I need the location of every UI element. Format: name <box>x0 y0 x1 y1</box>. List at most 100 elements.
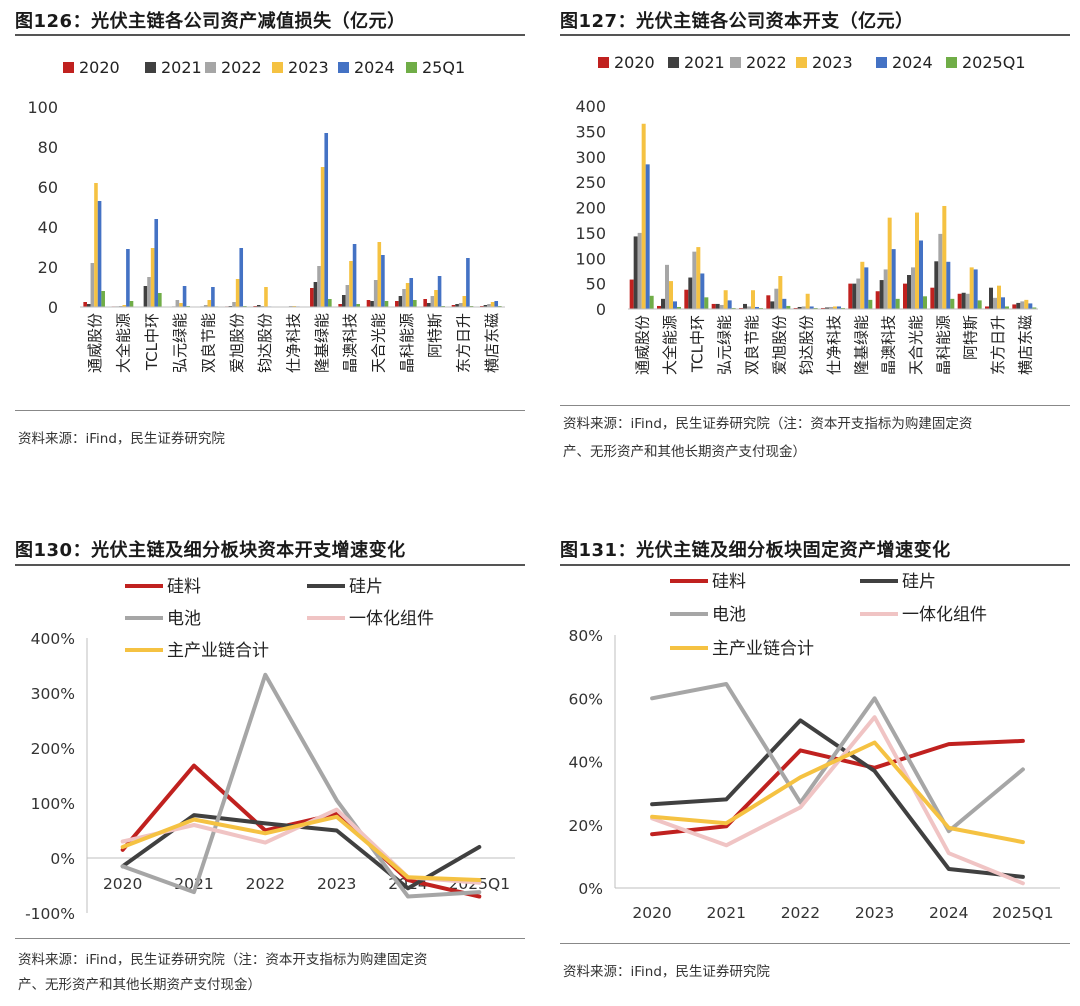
category-label: 爱旭股份 <box>228 313 246 373</box>
bar-2021 <box>341 295 346 307</box>
legend-swatch-2023 <box>796 57 807 68</box>
x-tick-label: 2025Q1 <box>992 904 1054 922</box>
source-note-line-2: 产、无形资产和其他长期资产支付现金） <box>18 977 261 993</box>
bar-2025Q1 <box>977 300 982 309</box>
legend-label-电池: 电池 <box>167 609 201 629</box>
bar-2024 <box>154 219 159 307</box>
legend-label-硅片: 硅片 <box>902 572 936 592</box>
chart-title: 图130：光伏主链及细分板块资本开支增速变化 <box>15 540 406 561</box>
chart-126: 2020 2021 2022 2023 2024 25Q1 0 20 40 60 80 100 通威股份… <box>27 58 505 373</box>
category-label: 阿特斯 <box>962 315 980 360</box>
category-label: 爱旭股份 <box>770 315 788 375</box>
bar-2024 <box>919 240 923 309</box>
bar-2023 <box>887 217 892 309</box>
series-line-主产业链合计 <box>120 814 482 882</box>
bar-2024 <box>97 201 102 307</box>
bar-2020 <box>903 283 907 310</box>
bar-2021 <box>743 303 747 309</box>
category-label: 晶澳科技 <box>341 313 359 373</box>
bar-2025Q1 <box>731 307 736 309</box>
bar-2021 <box>313 282 318 307</box>
chart-title: 图131：光伏主链及细分板块固定资产增速变化 <box>560 540 951 561</box>
bar-2024 <box>409 278 414 307</box>
y-tick-label: 400 <box>575 97 606 116</box>
bar-2023 <box>915 212 919 309</box>
y-tick-label: 20% <box>569 817 603 835</box>
x-tick-label: 2021 <box>707 904 746 922</box>
bar-2023 <box>997 285 1001 309</box>
bar-2024 <box>645 164 650 309</box>
bar-25Q1 <box>413 300 417 307</box>
bar-2025Q1 <box>704 297 709 309</box>
category-label: 仕净科技 <box>825 315 843 375</box>
legend-label-2024: 2024 <box>892 53 933 72</box>
panel-130: 图130：光伏主链及细分板块资本开支增速变化 硅料 硅片 电池 一体化组件 主产业链合计… <box>15 533 525 1003</box>
bar-2024 <box>673 301 677 309</box>
bar-2021 <box>961 292 966 309</box>
bar-2021 <box>797 306 802 309</box>
bar-2020 <box>766 295 771 309</box>
bar-2022 <box>747 306 751 309</box>
bar-2022 <box>637 232 642 310</box>
bar-2024 <box>727 300 732 309</box>
legend-label-2023: 2023 <box>288 58 329 77</box>
series-line-一体化组件 <box>650 715 1025 886</box>
bar-2021 <box>633 236 638 309</box>
legend-label-2021: 2021 <box>684 53 725 72</box>
series-line-电池 <box>120 672 482 899</box>
bar-2020 <box>711 303 716 309</box>
y-tick-label: 0 <box>596 300 606 319</box>
bar-2020 <box>366 300 371 307</box>
y-tick-label: 150 <box>575 224 606 243</box>
bar-2022 <box>911 267 915 309</box>
bar-2021 <box>879 280 884 309</box>
bar-2020 <box>957 293 962 309</box>
bar-2022 <box>232 302 236 307</box>
legend-label-主产业链合计: 主产业链合计 <box>712 639 814 659</box>
legend-label-2022: 2022 <box>221 58 262 77</box>
bar-2023 <box>94 183 98 307</box>
bar-2022 <box>1020 301 1025 309</box>
legend-label-25Q1: 25Q1 <box>422 58 465 77</box>
bar-2022 <box>829 306 833 309</box>
x-tick-label: 2023 <box>317 875 356 893</box>
bar-2024 <box>381 255 385 307</box>
y-tick-label: 40% <box>569 754 603 772</box>
bar-2020 <box>875 291 880 309</box>
source-note: 资料来源：iFind，民生证券研究院 <box>563 964 770 980</box>
bar-2023 <box>320 167 325 307</box>
bar-2020 <box>821 307 825 309</box>
bar-2021 <box>483 305 488 307</box>
legend-label-电池: 电池 <box>712 605 746 625</box>
bar-2020 <box>657 305 661 309</box>
bar-2021 <box>688 277 693 309</box>
bar-2025Q1 <box>649 295 654 309</box>
bar-2021 <box>907 275 911 309</box>
category-label: 大全能源 <box>661 315 679 375</box>
bar-2023 <box>207 300 212 307</box>
bar-2021 <box>426 303 431 307</box>
bar-2024 <box>891 249 896 309</box>
bar-2024 <box>864 267 869 309</box>
bar-2021 <box>825 307 829 309</box>
bar-2022 <box>938 233 943 309</box>
bar-2023 <box>669 281 673 309</box>
bar-2022 <box>345 285 350 307</box>
bar-2024 <box>782 298 787 309</box>
legend-swatch-25Q1 <box>406 62 417 73</box>
bar-2022 <box>719 304 724 309</box>
legend-label-2023: 2023 <box>812 53 853 72</box>
bar-2021 <box>989 287 993 309</box>
legend-label-硅料: 硅料 <box>167 577 201 597</box>
y-tick-label: 40 <box>38 218 58 237</box>
y-tick-label: 0% <box>578 880 603 898</box>
bar-2022 <box>856 278 861 309</box>
bar-25Q1 <box>129 301 134 307</box>
legend-swatch-2025Q1 <box>946 57 957 68</box>
category-label: 通威股份 <box>634 315 652 375</box>
series-line-主产业链合计 <box>650 740 1025 845</box>
bar-2023 <box>405 283 410 307</box>
bar-2023 <box>641 123 646 309</box>
bar-2023 <box>462 296 467 307</box>
